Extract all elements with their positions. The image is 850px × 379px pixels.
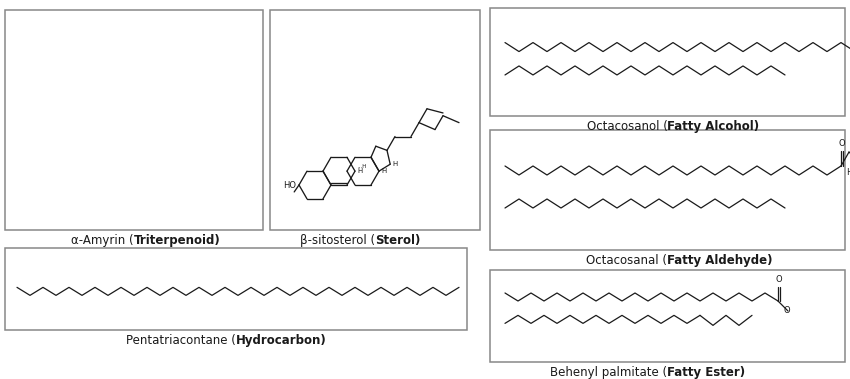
Bar xyxy=(490,270,845,362)
Text: H: H xyxy=(392,161,398,167)
Text: Behenyl palmitate (: Behenyl palmitate ( xyxy=(550,366,667,379)
Text: Fatty Alcohol): Fatty Alcohol) xyxy=(667,120,760,133)
Text: Pentatriacontane (: Pentatriacontane ( xyxy=(126,334,236,347)
Text: O: O xyxy=(776,275,782,284)
Text: Hydrocarbon): Hydrocarbon) xyxy=(236,334,326,347)
Text: Octacosanal (: Octacosanal ( xyxy=(586,254,667,267)
Text: H: H xyxy=(381,168,386,174)
Bar xyxy=(490,130,845,250)
Text: ...H: ...H xyxy=(357,164,366,169)
Text: H: H xyxy=(849,168,850,177)
Bar xyxy=(270,10,480,230)
Text: Fatty Aldehyde): Fatty Aldehyde) xyxy=(667,254,773,267)
Text: H: H xyxy=(357,168,362,174)
Text: O: O xyxy=(784,306,790,315)
Text: Octacosanol (: Octacosanol ( xyxy=(586,120,667,133)
Text: β-sitosterol (: β-sitosterol ( xyxy=(300,234,375,247)
Text: α-Amyrin (: α-Amyrin ( xyxy=(71,234,134,247)
Text: HO: HO xyxy=(283,180,296,190)
Bar xyxy=(5,10,263,230)
Bar xyxy=(490,8,845,116)
Text: H: H xyxy=(846,168,850,177)
Bar xyxy=(5,248,467,330)
Text: O: O xyxy=(839,139,845,148)
Text: Sterol): Sterol) xyxy=(375,234,421,247)
Text: Triterpenoid): Triterpenoid) xyxy=(134,234,221,247)
Text: Fatty Ester): Fatty Ester) xyxy=(667,366,745,379)
